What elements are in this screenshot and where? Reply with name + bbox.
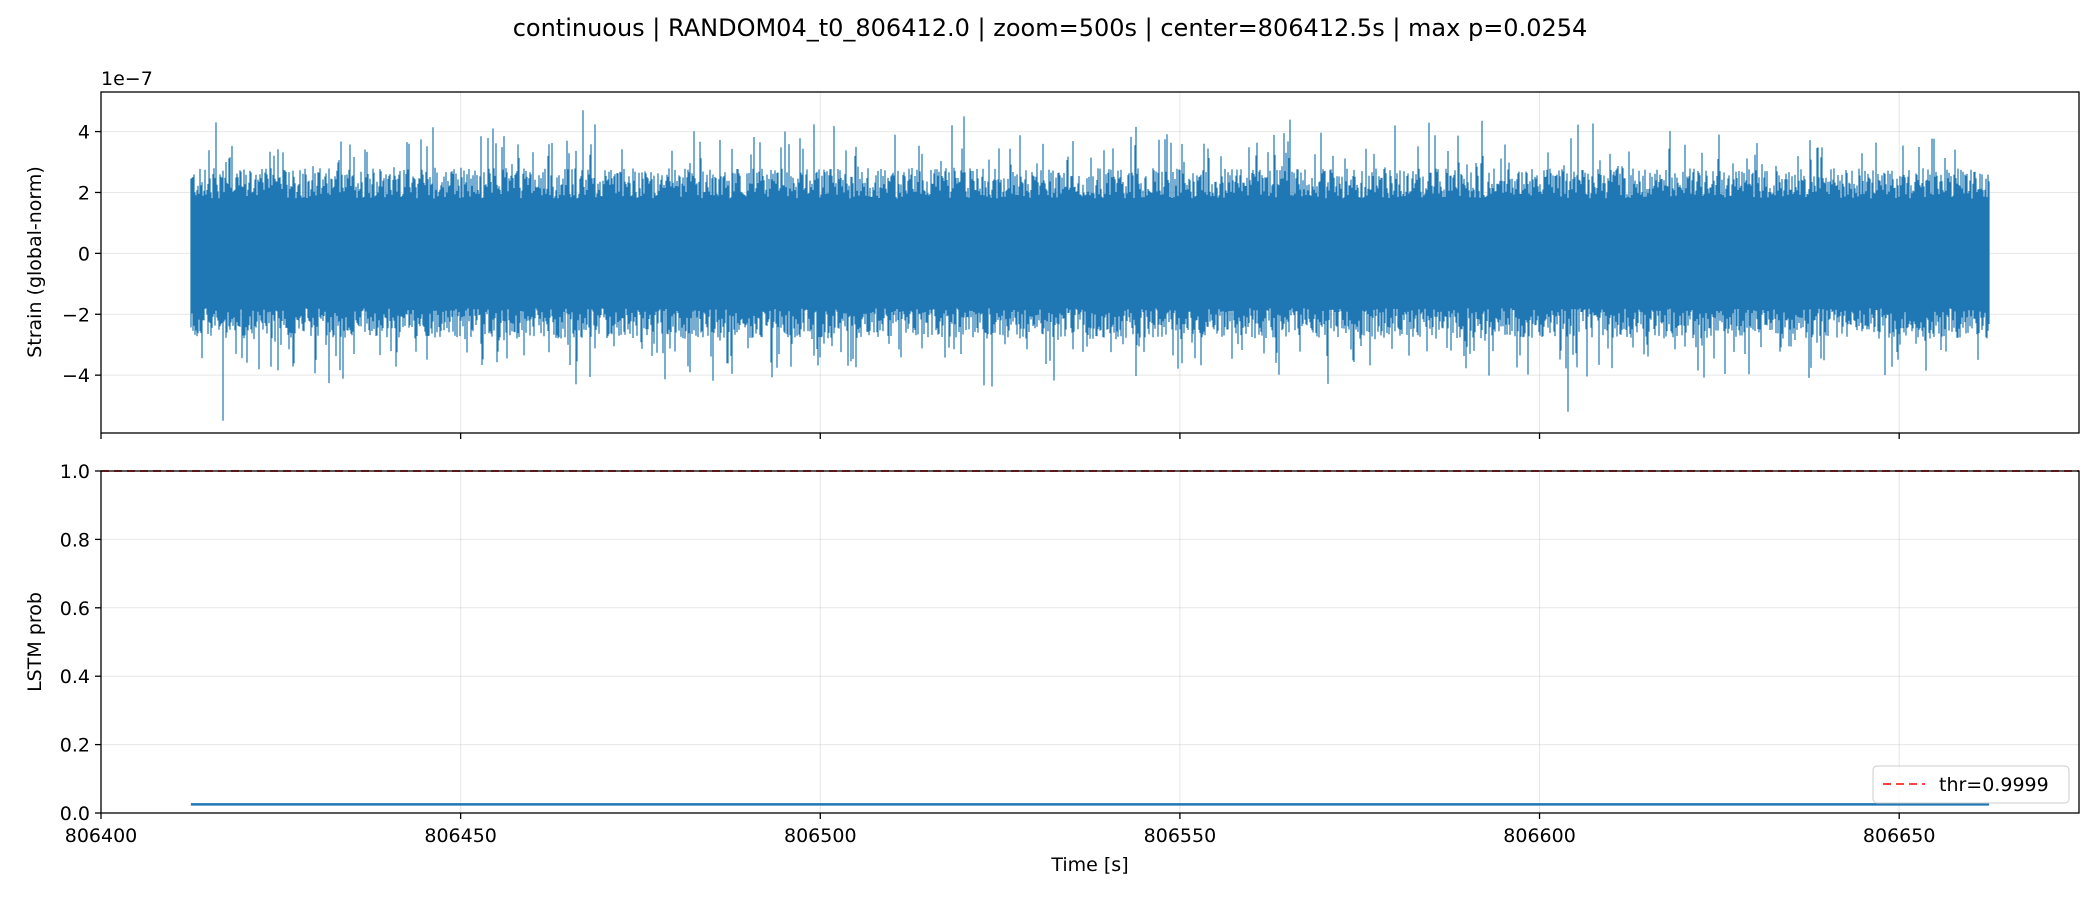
probability-y-axis-label: LSTM prob: [24, 592, 46, 692]
strain-y-tick-label: 4: [78, 122, 90, 144]
probability-y-tick-label: 0.6: [60, 598, 90, 620]
probability-y-tick-label: 1.0: [60, 461, 90, 483]
legend-threshold-label: thr=0.9999: [1939, 774, 2049, 796]
strain-series-core: [191, 198, 1989, 309]
probability-x-tick-label: 806550: [1144, 825, 1217, 847]
probability-x-tick-label: 806450: [424, 825, 497, 847]
probability-x-tick-label: 806650: [1863, 825, 1936, 847]
strain-y-tick-label: −4: [62, 365, 90, 387]
probability-y-tick-label: 0.2: [60, 735, 90, 757]
probability-ticks: 806400 806450 806500 806550 806600 806650 0.0 0…: [60, 461, 1936, 847]
strain-y-tick-label: 0: [78, 243, 90, 265]
strain-y-axis-label: Strain (global-norm): [24, 166, 46, 358]
strain-offset-text: 1e−7: [101, 68, 153, 90]
strain-panel: −4 −2 0 2 4 1e−7 Strain (global-norm): [24, 68, 2080, 439]
strain-ticks: −4 −2 0 2 4: [62, 122, 1900, 439]
chart-title: continuous | RANDOM04_t0_806412.0 | zoom…: [513, 14, 1588, 42]
probability-y-tick-label: 0.4: [60, 666, 90, 688]
probability-axes-frame: [100, 470, 2080, 814]
strain-y-tick-label: −2: [62, 304, 90, 326]
threshold-legend: thr=0.9999: [1872, 765, 2070, 804]
probability-grid: [100, 470, 2079, 814]
strain-axes-frame: [100, 91, 2080, 434]
strain-y-tick-label: 2: [78, 182, 90, 204]
probability-y-tick-label: 0.0: [60, 803, 90, 825]
probability-panel: 806400 806450 806500 806550 806600 806650 0.0 0…: [24, 461, 2080, 876]
probability-x-tick-label: 806600: [1503, 825, 1576, 847]
probability-x-tick-label: 806400: [65, 825, 138, 847]
probability-y-tick-label: 0.8: [60, 529, 90, 551]
time-axis-label: Time [s]: [1050, 854, 1128, 876]
legend-box: [1872, 765, 2070, 804]
probability-x-tick-label: 806500: [784, 825, 857, 847]
probability-series: [101, 470, 2079, 806]
strain-series: [190, 110, 1990, 421]
